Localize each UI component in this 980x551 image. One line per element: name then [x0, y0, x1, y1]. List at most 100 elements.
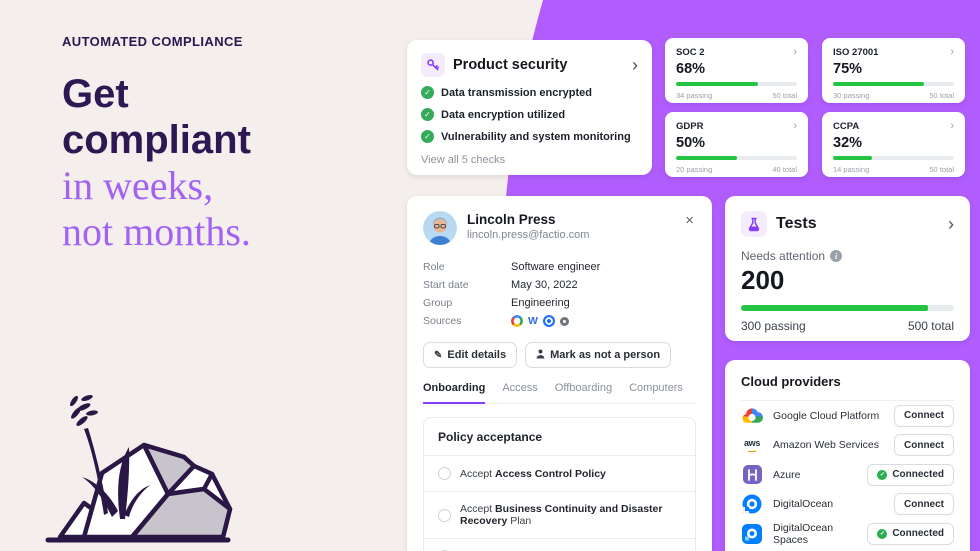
total-count: 40 total: [772, 165, 797, 174]
product-security-title: Product security: [453, 57, 568, 73]
tests-progress-bar: [741, 305, 954, 311]
security-check-item: ✓ Data transmission encrypted: [421, 86, 638, 99]
needs-attention-label: Needs attention: [741, 249, 826, 263]
headline-line-4: not months.: [62, 209, 251, 254]
role-value: Software engineer: [511, 261, 601, 273]
tab-onboarding[interactable]: Onboarding: [423, 382, 486, 404]
policy-row[interactable]: Accept Code of Conduct: [424, 538, 695, 551]
framework-percent: 68%: [676, 61, 706, 77]
flask-icon: [741, 211, 767, 237]
person-email: lincoln.press@factio.com: [467, 229, 590, 241]
needs-attention-count: 200: [741, 265, 785, 295]
policy-row[interactable]: Accept Business Continuity and Disaster …: [424, 491, 695, 538]
person-identity: Lincoln Press lincoln.press@factio.com: [467, 211, 589, 241]
security-check-item: ✓ Data encryption utilized: [421, 108, 638, 121]
framework-percent: 32%: [833, 135, 863, 151]
product-security-card: Product security › ✓ Data transmission e…: [407, 40, 652, 175]
cloud-providers-title: Cloud providers: [741, 374, 954, 401]
radio-circle-icon[interactable]: [438, 467, 451, 480]
connected-button[interactable]: ✓ Connected: [867, 463, 954, 486]
azure-icon: [741, 465, 763, 485]
provider-row-aws: aws Amazon Web Services Connect: [741, 431, 954, 461]
connect-button[interactable]: Connect: [894, 493, 954, 516]
total-count: 50 total: [929, 91, 954, 100]
chevron-right-icon[interactable]: ›: [950, 46, 954, 58]
check-circle-icon: ✓: [421, 108, 434, 121]
mark-not-person-button[interactable]: Mark as not a person: [525, 342, 672, 368]
framework-card-iso27001[interactable]: ISO 27001 › 75% 30 passing 50 total: [822, 38, 965, 103]
headline-line-1: Get: [62, 72, 129, 116]
provider-row-azure: Azure ✓ Connected: [741, 460, 954, 490]
framework-card-ccpa[interactable]: CCPA › 32% 14 passing 50 total: [822, 112, 965, 177]
passing-count: 30 passing: [833, 91, 870, 100]
chevron-right-icon[interactable]: ›: [793, 46, 797, 58]
security-check-item: ✓ Vulnerability and system monitoring: [421, 130, 638, 143]
pencil-icon: ✎: [434, 349, 443, 361]
chevron-right-icon[interactable]: ›: [948, 214, 954, 234]
group-value: Engineering: [511, 297, 570, 309]
progress-bar: [676, 156, 797, 160]
generic-source-icon: [559, 316, 569, 326]
passing-count: 14 passing: [833, 165, 870, 174]
check-circle-icon: ✓: [421, 86, 434, 99]
tests-passing: 300 passing: [741, 319, 806, 333]
eyebrow-label: AUTOMATED COMPLIANCE: [62, 34, 243, 49]
tab-computers[interactable]: Computers: [629, 382, 683, 394]
provider-row-digitalocean-spaces: DigitalOcean Spaces ✓ Connected: [741, 519, 954, 549]
chevron-right-icon[interactable]: ›: [632, 55, 638, 75]
digitalocean-spaces-icon: [741, 523, 763, 544]
total-count: 50 total: [772, 91, 797, 100]
chevron-right-icon[interactable]: ›: [793, 120, 797, 132]
tab-access[interactable]: Access: [502, 382, 538, 394]
cloud-providers-card: Cloud providers Google Cloud Platform Co…: [725, 360, 970, 551]
progress-bar: [833, 82, 954, 86]
person-meta: Role Software engineer Start date May 30…: [423, 261, 601, 327]
headline-line-3: in weeks,: [62, 163, 214, 208]
check-circle-icon: ✓: [421, 130, 434, 143]
person-slash-icon: [536, 349, 545, 362]
tests-title: Tests: [776, 215, 817, 232]
total-count: 50 total: [929, 165, 954, 174]
okta-icon: [542, 315, 555, 327]
passing-count: 20 passing: [676, 165, 713, 174]
headline-line-2: compliant: [62, 118, 251, 162]
start-date-value: May 30, 2022: [511, 279, 578, 291]
avatar: [423, 211, 457, 245]
tab-offboarding[interactable]: Offboarding: [554, 382, 613, 394]
person-tabs: Onboarding Access Offboarding Computers: [423, 382, 696, 404]
view-all-checks-link[interactable]: View all 5 checks: [421, 154, 506, 166]
digitalocean-icon: [741, 494, 763, 514]
framework-card-gdpr[interactable]: GDPR › 50% 20 passing 40 total: [665, 112, 808, 177]
person-card: Lincoln Press lincoln.press@factio.com ×…: [407, 196, 712, 551]
chevron-right-icon[interactable]: ›: [950, 120, 954, 132]
progress-bar: [833, 156, 954, 160]
framework-card-soc2[interactable]: SOC 2 › 68% 34 passing 50 total: [665, 38, 808, 103]
framework-percent: 75%: [833, 61, 863, 77]
tests-card: Tests › Needs attention i 200 300 passin…: [725, 196, 970, 341]
policy-panel-title: Policy acceptance: [438, 430, 543, 444]
connected-check-icon: ✓: [877, 469, 888, 480]
framework-percent: 50%: [676, 135, 706, 151]
info-icon[interactable]: i: [830, 250, 843, 262]
google-cloud-icon: [741, 407, 763, 425]
connect-button[interactable]: Connect: [894, 404, 954, 427]
progress-bar: [676, 82, 797, 86]
aws-icon: aws: [741, 438, 763, 452]
google-icon: [511, 315, 523, 327]
policy-acceptance-panel: Policy acceptance Accept Access Control …: [423, 417, 696, 551]
connect-button[interactable]: Connect: [894, 434, 954, 457]
person-name: Lincoln Press: [467, 212, 556, 227]
rock-illustration: [45, 394, 233, 543]
tests-total: 500 total: [907, 319, 954, 333]
radio-circle-icon[interactable]: [438, 508, 451, 522]
edit-details-button[interactable]: ✎ Edit details: [423, 342, 518, 368]
source-icons: W: [511, 315, 569, 327]
connected-button[interactable]: ✓ Connected: [867, 522, 954, 545]
key-icon: [421, 53, 445, 77]
page-title: Get compliant in weeks, not months.: [62, 71, 402, 255]
close-icon[interactable]: ×: [685, 212, 694, 229]
policy-row[interactable]: Accept Access Control Policy: [424, 455, 695, 491]
provider-row-digitalocean: DigitalOcean Connect: [741, 490, 954, 520]
hero-section: AUTOMATED COMPLIANCE Get compliant in we…: [62, 34, 402, 255]
